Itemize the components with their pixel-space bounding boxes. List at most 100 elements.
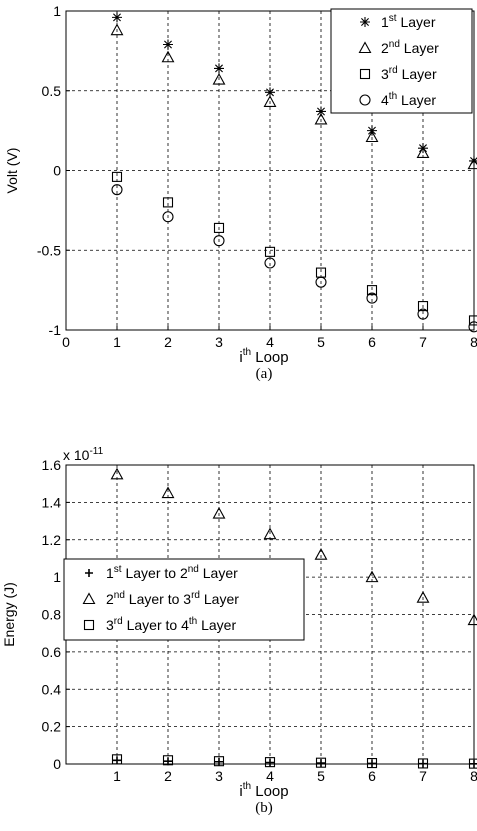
legend-text: 3 [106, 617, 114, 633]
data-point [468, 758, 477, 769]
legend-marker [359, 68, 371, 80]
data-point [162, 755, 174, 766]
y-tick-label: 0.8 [42, 607, 62, 623]
x-tick-label: 1 [113, 768, 121, 784]
data-point [315, 757, 327, 768]
legend-text: Layer [197, 617, 236, 633]
legend-text: 4 [381, 92, 389, 108]
data-point [161, 50, 175, 63]
x-axis-label: ith Loop [239, 347, 288, 366]
legend-box [63, 558, 305, 641]
axis-multiplier: x 10-11 [63, 446, 104, 463]
data-point [110, 467, 124, 480]
data-point [163, 39, 173, 50]
data-point [469, 155, 477, 166]
data-point [264, 246, 276, 257]
data-point [365, 130, 379, 143]
legend-label: 4th Layer [381, 91, 436, 108]
data-point [265, 87, 275, 98]
x-tick-label: 0 [62, 334, 70, 350]
legend-superscript: rd [389, 65, 398, 76]
data-point [417, 308, 429, 320]
y-tick-label: 0.6 [42, 644, 62, 660]
data-point [264, 257, 276, 269]
legend-superscript: nd [114, 590, 125, 601]
legend-text: Layer to 4 [123, 617, 189, 633]
legend-marker [85, 569, 93, 577]
y-tick-label: 1 [53, 569, 61, 585]
x-tick-label: 6 [368, 334, 376, 350]
y-tick-label: 1.6 [42, 457, 62, 473]
data-point [263, 527, 277, 540]
y-tick-label: -1 [49, 322, 62, 338]
data-point [316, 106, 326, 117]
data-point [419, 759, 427, 768]
x-tick-label: 4 [266, 768, 274, 784]
legend-text: Layer [397, 92, 436, 108]
x-tick-label: 2 [164, 768, 172, 784]
data-point [368, 759, 376, 768]
legend-text: Layer [200, 591, 239, 607]
data-point [416, 591, 430, 603]
data-point [366, 758, 378, 769]
series-4 [111, 184, 477, 333]
data-point [212, 506, 226, 519]
legend-superscript: th [189, 616, 197, 627]
x-tick-label: 4 [266, 334, 274, 350]
legend-marker [358, 41, 372, 54]
legend-text: Layer to 3 [125, 591, 191, 607]
y-tick-label: 0.5 [42, 83, 62, 99]
data-point [111, 184, 123, 196]
data-point [366, 292, 378, 304]
legend-superscript: st [114, 564, 122, 575]
legend-text: 2 [381, 40, 389, 56]
legend-label: 2nd Layer [381, 39, 439, 56]
legend-text: 3 [381, 66, 389, 82]
legend-marker [360, 17, 370, 27]
data-point [113, 756, 121, 765]
figure-caption: (a) [256, 366, 273, 382]
y-tick-label: 1.2 [42, 532, 62, 548]
data-point [111, 171, 123, 182]
x-label-rest: Loop [251, 349, 289, 366]
legend-label: 1st Layer to 2nd Layer [106, 564, 238, 581]
x-tick-label: 5 [317, 334, 325, 350]
legend-marker [83, 619, 95, 631]
data-point [213, 235, 225, 247]
x-label-base: i [239, 783, 242, 800]
x-tick-label: 2 [164, 334, 172, 350]
data-point [162, 197, 174, 208]
y-tick-label: -0.5 [37, 242, 61, 258]
legend-superscript: rd [191, 590, 200, 601]
x-axis-label: ith Loop [239, 781, 288, 800]
multiplier-base: x 10 [63, 447, 90, 463]
x-tick-label: 1 [113, 334, 121, 350]
data-point [213, 756, 225, 767]
x-tick-label: 3 [215, 768, 223, 784]
data-point [266, 758, 274, 767]
legend-text: Layer to 2 [122, 565, 188, 581]
data-point [468, 321, 477, 333]
legend-label: 3rd Layer to 4th Layer [106, 616, 236, 633]
y-tick-label: 1 [53, 3, 61, 19]
legend-superscript: nd [389, 39, 400, 50]
series-3 [111, 754, 477, 769]
x-label-base: i [239, 349, 242, 366]
legend-text: 2 [106, 591, 114, 607]
y-axis-label: Energy (J) [1, 582, 17, 647]
data-point [212, 72, 226, 85]
data-point [111, 754, 123, 765]
data-point [110, 23, 124, 36]
data-point [112, 12, 122, 23]
x-label-rest: Loop [251, 783, 289, 800]
data-point [468, 315, 477, 326]
x-tick-label: 7 [419, 334, 427, 350]
legend-text: 1 [106, 565, 114, 581]
data-point [417, 301, 429, 312]
legend-text: Layer [199, 565, 238, 581]
x-tick-label: 8 [470, 768, 477, 784]
y-tick-label: 0 [53, 163, 61, 179]
